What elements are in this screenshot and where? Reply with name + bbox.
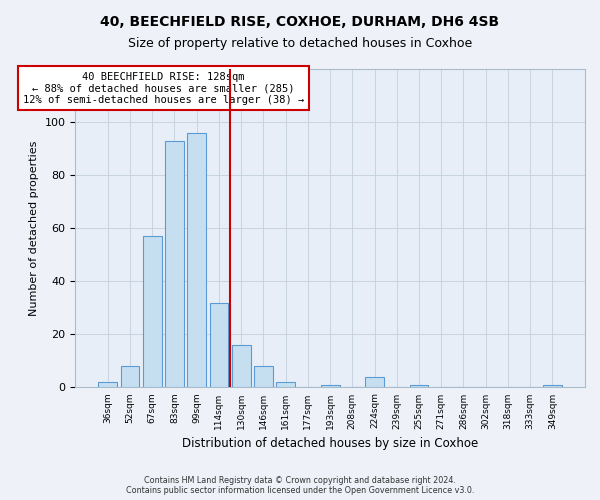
Text: 40 BEECHFIELD RISE: 128sqm
← 88% of detached houses are smaller (285)
12% of sem: 40 BEECHFIELD RISE: 128sqm ← 88% of deta… [23,72,304,105]
Bar [187,132,206,388]
Bar [276,382,295,388]
Bar [209,302,229,388]
Bar [232,345,251,388]
Text: Contains HM Land Registry data © Crown copyright and database right 2024.
Contai: Contains HM Land Registry data © Crown c… [126,476,474,495]
Bar [165,140,184,388]
Bar [410,385,428,388]
Bar [543,385,562,388]
Text: 40, BEECHFIELD RISE, COXHOE, DURHAM, DH6 4SB: 40, BEECHFIELD RISE, COXHOE, DURHAM, DH6… [100,15,500,29]
Y-axis label: Number of detached properties: Number of detached properties [29,140,39,316]
Bar [121,366,139,388]
Bar [254,366,273,388]
Bar [365,377,384,388]
Bar [320,385,340,388]
X-axis label: Distribution of detached houses by size in Coxhoe: Distribution of detached houses by size … [182,437,478,450]
Bar [98,382,117,388]
Bar [143,236,162,388]
Text: Size of property relative to detached houses in Coxhoe: Size of property relative to detached ho… [128,38,472,51]
